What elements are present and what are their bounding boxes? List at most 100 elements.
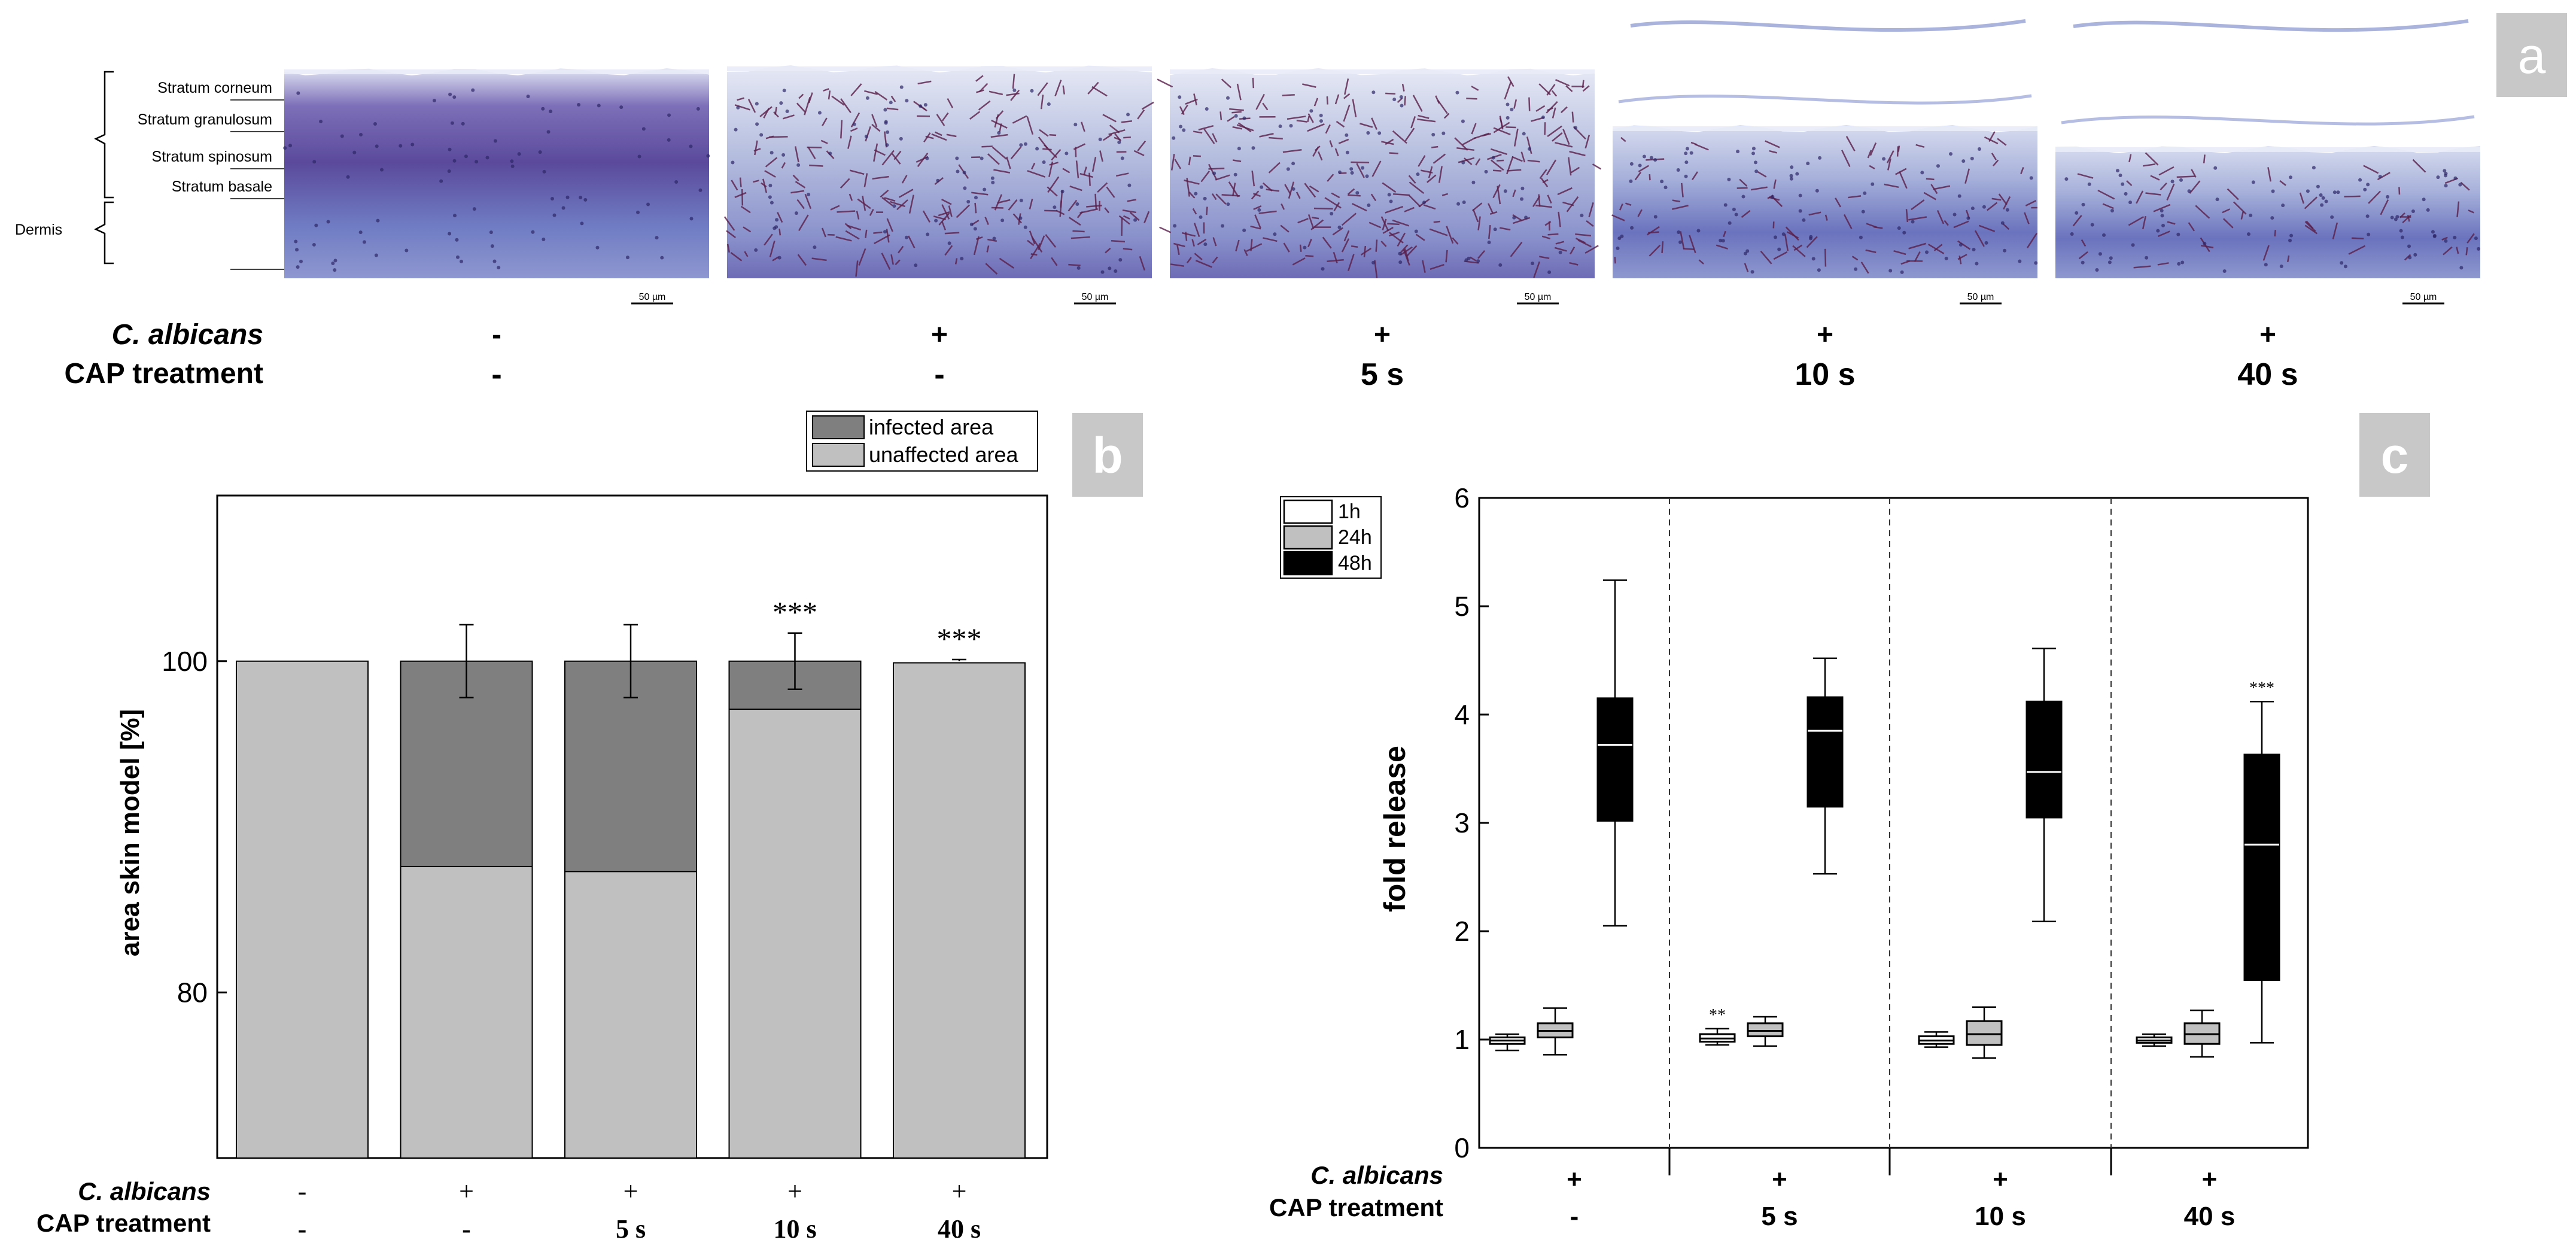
fungal-hypha — [884, 197, 896, 202]
fungal-hypha — [1297, 218, 1309, 224]
fungal-hypha — [1570, 247, 1576, 255]
fungal-hypha — [925, 135, 934, 139]
fungal-hypha — [2024, 212, 2030, 224]
fungal-hypha — [1051, 149, 1062, 161]
fungal-hypha — [2332, 222, 2338, 239]
fungal-hypha — [941, 221, 947, 230]
fungal-hypha — [865, 126, 871, 142]
fungal-hypha — [1309, 185, 1319, 193]
fungal-hypha — [1512, 189, 1516, 197]
fungal-hypha — [1504, 81, 1512, 100]
fungal-hypha — [975, 75, 984, 82]
fungal-hypha — [2025, 200, 2037, 206]
fungal-hypha — [2150, 175, 2160, 181]
fungal-hypha — [850, 127, 858, 132]
fungal-hypha — [1194, 253, 1203, 260]
fungal-hypha — [1072, 230, 1085, 233]
fungal-hypha — [873, 231, 883, 234]
cell-nucleus — [956, 169, 960, 174]
fungal-hypha — [994, 194, 1003, 211]
fungal-hypha — [1569, 150, 1586, 157]
box-g2-1h-significance: ** — [1709, 1006, 1726, 1025]
cell-nucleus — [796, 163, 801, 167]
fungal-hypha — [844, 223, 852, 230]
fungal-hypha — [901, 175, 908, 184]
fungal-hypha — [828, 90, 831, 100]
tissue-corneum-4 — [1613, 126, 2037, 131]
legend-c-swatch-3 — [1283, 551, 1333, 576]
fungal-hypha — [2304, 196, 2318, 209]
fungal-hypha — [1322, 236, 1332, 249]
cell-nucleus — [2289, 233, 2294, 238]
fungal-hypha — [1908, 216, 1927, 221]
fungal-hypha — [1086, 205, 1102, 208]
cell-nucleus — [2215, 197, 2219, 202]
bar-unaffected-4 — [728, 709, 862, 1159]
cell-nucleus — [1859, 235, 1863, 239]
fungal-hypha — [1139, 256, 1146, 271]
cell-nucleus — [1723, 203, 1728, 207]
cell-nucleus — [2246, 232, 2250, 236]
corneum-flake-b-5 — [2061, 115, 2475, 126]
cell-nucleus — [2070, 232, 2074, 236]
fungal-hypha — [1690, 141, 1698, 145]
cell-nucleus — [1309, 109, 1313, 113]
fungal-hypha — [1259, 133, 1274, 138]
fungal-hypha — [1029, 199, 1033, 209]
fungal-hypha — [1227, 116, 1235, 122]
cell-nucleus — [1871, 182, 1875, 186]
fungal-hypha — [1464, 157, 1473, 165]
cell-nucleus — [689, 144, 693, 148]
cell-nucleus — [1982, 205, 1986, 209]
cell-nucleus — [1464, 258, 1468, 262]
cell-nucleus — [1321, 267, 1325, 271]
cell-nucleus — [358, 230, 363, 235]
cell-nucleus — [1649, 156, 1653, 160]
fungal-hypha — [1592, 163, 1602, 170]
cell-nucleus — [770, 151, 774, 155]
fungal-hypha — [1385, 92, 1396, 95]
fungal-hypha — [1299, 244, 1302, 252]
fungal-hypha — [2262, 245, 2270, 261]
fungal-hypha — [1304, 183, 1316, 198]
cell-nucleus — [698, 188, 702, 192]
cell-nucleus — [1400, 104, 1404, 108]
fungal-hypha — [1787, 231, 1799, 239]
cell-nucleus — [1727, 177, 1731, 181]
fungal-hypha — [1193, 223, 1200, 238]
cell-nucleus — [2264, 263, 2268, 267]
fungal-hypha — [1266, 189, 1280, 192]
cell-nucleus — [1736, 150, 1740, 154]
cell-nucleus — [997, 131, 1001, 135]
fungal-hypha — [753, 148, 761, 152]
cell-nucleus — [883, 230, 887, 234]
fungal-hypha — [850, 83, 862, 96]
cell-nucleus — [2098, 252, 2102, 256]
cell-nucleus — [980, 156, 984, 160]
cell-nucleus — [1345, 133, 1349, 137]
panel-c-label: c — [2381, 427, 2409, 484]
fungal-hypha — [1258, 210, 1277, 214]
cell-nucleus — [1422, 200, 1426, 205]
scale-bar-label-5: 50 µm — [2410, 292, 2437, 302]
fungal-hypha — [1292, 257, 1306, 266]
fungal-hypha — [1997, 138, 2007, 146]
fungal-hypha — [1192, 208, 1197, 215]
cell-nucleus — [2320, 203, 2324, 207]
fungal-hypha — [1793, 244, 1803, 251]
fungal-hypha — [797, 254, 807, 266]
fungal-hypha — [1012, 213, 1022, 224]
fungal-hypha — [1998, 193, 2008, 205]
cell-nucleus — [1676, 168, 1680, 172]
cell-nucleus — [452, 159, 457, 163]
cell-nucleus — [314, 223, 318, 227]
cell-nucleus — [2003, 248, 2007, 253]
fungal-hypha — [1105, 247, 1111, 254]
panel-a-label-box — [2496, 13, 2567, 97]
fungal-hypha — [1356, 163, 1365, 178]
cap-c-3: 10 s — [1975, 1202, 2026, 1231]
cell-nucleus — [1349, 167, 1354, 171]
cell-nucleus — [892, 204, 896, 208]
fungal-hypha — [730, 252, 743, 262]
fungal-hypha — [1452, 237, 1459, 245]
